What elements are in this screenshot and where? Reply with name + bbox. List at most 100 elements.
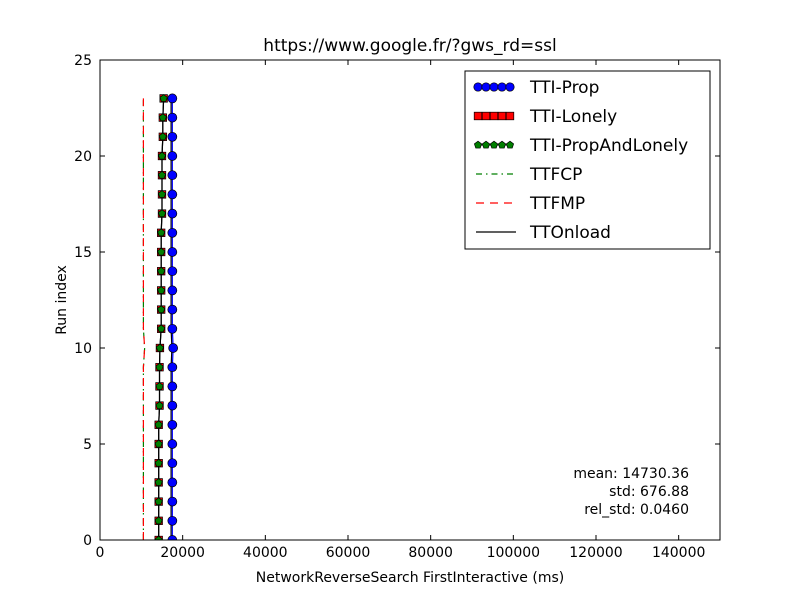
legend: TTI-Prop TTI-Lonely TTI-PropAndLonely TTFCP…: [464, 70, 711, 250]
legend-swatch-marker: [497, 82, 507, 92]
point-tti-propandlonely: [157, 170, 167, 179]
point-tti-prop: [167, 515, 178, 526]
x-tick-label: 60000: [326, 545, 371, 561]
point-tti-propandlonely: [155, 343, 164, 352]
legend-label: TTI-PropAndLonely: [529, 136, 688, 156]
point-tti-prop: [167, 381, 178, 392]
point-tti-prop: [168, 343, 179, 353]
stat-mean: mean: 14730.36: [573, 466, 689, 482]
point-tti-prop: [167, 439, 178, 449]
x-tick-label: 20000: [160, 545, 205, 561]
legend-swatch-marker: [473, 82, 483, 92]
x-tick-label: 40000: [243, 545, 288, 561]
point-tti-prop: [167, 304, 178, 315]
point-tti-prop: [167, 419, 178, 430]
legend-box: [464, 70, 711, 250]
legend-item-tti-propandlonely: TTI-PropAndLonely: [473, 136, 688, 156]
point-tti-prop: [167, 247, 178, 257]
y-axis-label: Run index: [54, 265, 70, 335]
point-tti-propandlonely: [157, 247, 166, 256]
y-tick-label: 15: [74, 245, 92, 261]
point-tti-propandlonely: [155, 362, 164, 371]
y-tick-label: 25: [74, 53, 92, 69]
legend-label: TTI-Prop: [529, 78, 599, 98]
point-tti-prop: [167, 170, 178, 181]
legend-item-ttfmp: TTFMP: [476, 194, 585, 214]
legend-swatch-marker: [481, 111, 491, 121]
x-tick-label: 80000: [408, 545, 453, 561]
point-tti-prop: [167, 323, 178, 334]
x-tick-label: 0: [96, 545, 105, 561]
stat-rel-std: rel_std: 0.0460: [584, 502, 689, 518]
y-tick-label: 20: [74, 149, 92, 165]
plot-frame: [99, 59, 721, 541]
point-tti-prop: [167, 266, 178, 277]
legend-swatch-marker: [489, 82, 499, 92]
point-tti-prop: [167, 400, 178, 411]
point-tti-propandlonely: [158, 132, 167, 141]
point-tti-prop: [167, 112, 178, 123]
point-tti-propandlonely: [157, 324, 166, 333]
legend-swatch-marker: [489, 140, 499, 149]
point-tti-propandlonely: [155, 401, 164, 410]
legend-swatch-marker: [473, 111, 483, 121]
legend-label: TTOnload: [529, 223, 611, 243]
legend-swatch-marker: [497, 140, 507, 149]
legend-item-ttfcp: TTFCP: [476, 165, 582, 185]
series-line-ttfcp: [142, 98, 146, 540]
point-tti-prop: [167, 208, 178, 219]
series-tti-propandlonely: [154, 94, 168, 540]
point-tti-propandlonely: [154, 420, 163, 429]
legend-item-tti-prop: TTI-Prop: [473, 78, 599, 98]
legend-swatch-marker: [481, 82, 491, 92]
point-tti-prop: [167, 477, 178, 488]
series-ttfmp: [142, 98, 146, 540]
chart-title: https://www.google.fr/?gws_rd=ssl: [263, 36, 556, 56]
x-axis-label: NetworkReverseSearch FirstInteractive (m…: [256, 570, 564, 586]
point-tti-propandlonely: [154, 458, 163, 467]
series-line-ttfmp: [142, 98, 146, 540]
point-tti-propandlonely: [155, 382, 164, 390]
legend-swatch-marker: [473, 140, 483, 149]
point-tti-prop: [167, 131, 178, 142]
point-tti-propandlonely: [158, 113, 167, 122]
x-tick-label: 100000: [487, 545, 540, 561]
point-tti-prop: [167, 496, 178, 507]
legend-swatch-marker: [489, 111, 499, 121]
point-tti-propandlonely: [157, 305, 166, 314]
point-tti-prop: [167, 535, 178, 540]
legend-label: TTFCP: [529, 165, 582, 185]
point-tti-prop: [167, 458, 178, 469]
legend-label: TTFMP: [529, 194, 585, 214]
point-tti-prop: [167, 189, 178, 200]
point-tti-propandlonely: [157, 228, 166, 237]
point-tti-prop: [167, 285, 178, 296]
legend-swatch-marker: [505, 140, 515, 149]
point-tti-propandlonely: [154, 478, 163, 486]
legend-swatch-marker: [481, 140, 491, 149]
series-tti-prop: [167, 93, 179, 540]
point-tti-prop: [167, 362, 178, 373]
point-tti-prop: [167, 227, 178, 238]
series-ttfcp: [142, 98, 146, 540]
legend-item-ttonload: TTOnload: [476, 223, 611, 243]
point-tti-propandlonely: [157, 286, 166, 294]
point-tti-propandlonely: [157, 266, 166, 275]
x-tick-label: 140000: [652, 545, 705, 561]
y-tick-label: 0: [83, 533, 92, 549]
y-tick-label: 10: [74, 341, 92, 357]
legend-label: TTI-Lonely: [529, 107, 617, 127]
point-tti-propandlonely: [154, 516, 163, 525]
legend-swatch-marker: [497, 111, 507, 121]
legend-swatch-marker: [505, 82, 515, 92]
point-tti-propandlonely: [157, 151, 167, 160]
point-tti-propandlonely: [154, 439, 163, 448]
point-tti-propandlonely: [159, 94, 168, 102]
x-tick-label: 120000: [569, 545, 622, 561]
point-tti-propandlonely: [157, 209, 167, 218]
point-tti-propandlonely: [154, 497, 163, 506]
point-tti-propandlonely: [154, 535, 163, 540]
legend-swatch-marker: [505, 111, 515, 121]
legend-item-tti-lonely: TTI-Lonely: [473, 107, 617, 127]
